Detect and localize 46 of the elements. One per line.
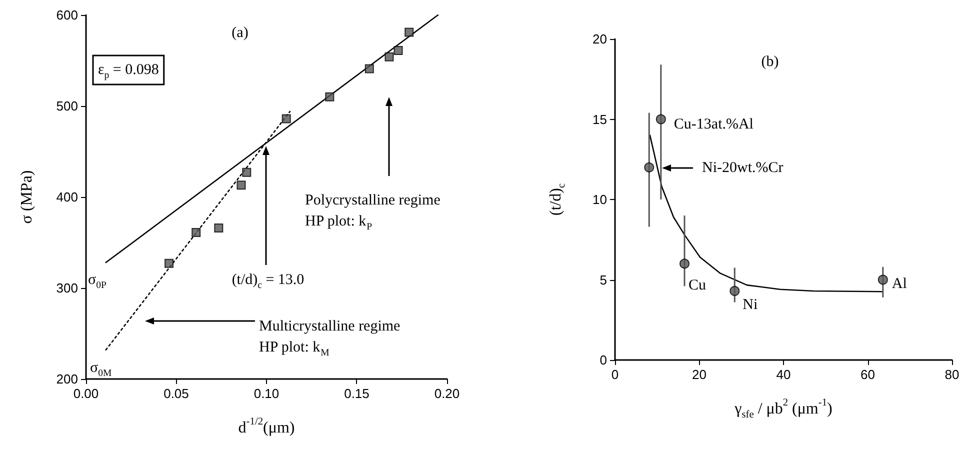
y-tick-label: 200 (56, 372, 78, 386)
point (325, 92, 334, 102)
point (394, 46, 403, 55)
point (656, 114, 666, 124)
point (644, 162, 654, 172)
y-tick-label: 10 (592, 192, 607, 207)
point (878, 274, 888, 285)
point (364, 64, 374, 74)
annotation: Ni (742, 296, 758, 313)
x-tick-label: 0.20 (434, 386, 460, 401)
point (404, 28, 414, 37)
point (730, 286, 740, 296)
x-tick-label: 0.00 (73, 386, 99, 401)
annotation: Cu-13at.%Al (674, 116, 754, 132)
point (236, 180, 246, 190)
y-tick-label: 400 (56, 190, 78, 204)
x-tick-label: 40 (776, 367, 791, 382)
annotation: (b) (761, 54, 779, 70)
annotation: Ni-20wt.%Cr (702, 160, 784, 176)
point (214, 223, 224, 232)
x-tick-label: 60 (860, 367, 875, 382)
y-tick-label: 5 (600, 272, 607, 288)
y-tick-label: 15 (592, 112, 607, 127)
x-tick-label: 0.10 (254, 386, 280, 401)
y-tick-label: 600 (56, 8, 78, 22)
y-axis-title: σ (MPa) (18, 170, 36, 224)
y-tick-label: 20 (592, 32, 607, 46)
y-tick-label: 500 (56, 98, 78, 114)
point (192, 228, 201, 237)
annotation: Cu (688, 278, 707, 294)
x-tick-label: 0 (611, 367, 619, 382)
y-tick-label: 0 (600, 352, 607, 368)
line-series (649, 134, 883, 292)
point (242, 168, 252, 177)
annotation: Al (892, 276, 907, 292)
point (164, 258, 174, 268)
annotation: (a) (232, 25, 248, 41)
point (384, 52, 394, 62)
point (282, 114, 291, 124)
x-tick-label: 20 (692, 367, 706, 382)
x-tick-label: 80 (944, 367, 960, 382)
y-tick-label: 300 (56, 280, 78, 296)
x-tick-label: 0.15 (344, 386, 370, 401)
y-axis-title: (t/d)c (548, 183, 568, 216)
point (680, 258, 690, 269)
x-tick-label: 0.05 (164, 386, 189, 401)
